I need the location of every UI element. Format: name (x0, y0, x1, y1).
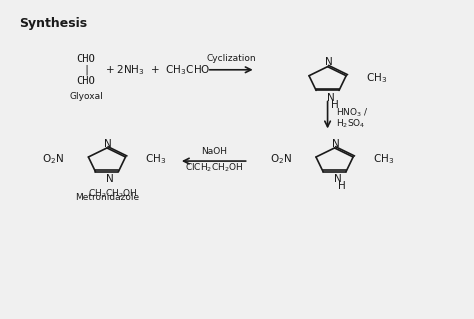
Text: + 2NH$_3$  +  CH$_3$CHO: + 2NH$_3$ + CH$_3$CHO (105, 63, 210, 77)
Text: CH$_2$CH$_2$OH: CH$_2$CH$_2$OH (88, 187, 137, 200)
Text: O$_2$N: O$_2$N (42, 152, 64, 167)
Text: CHO: CHO (77, 76, 95, 86)
Text: CHO: CHO (77, 54, 95, 64)
Text: N: N (325, 57, 332, 67)
Text: |: | (83, 64, 89, 75)
Text: CH$_3$: CH$_3$ (373, 152, 394, 167)
Text: H: H (338, 181, 346, 191)
Text: N: N (332, 138, 339, 149)
Text: H: H (331, 100, 339, 110)
Text: H$_2$SO$_4$: H$_2$SO$_4$ (336, 117, 365, 130)
Text: Synthesis: Synthesis (18, 17, 87, 30)
Text: N: N (334, 174, 341, 184)
Text: O$_2$N: O$_2$N (270, 152, 292, 167)
Text: N: N (106, 174, 114, 184)
Text: N: N (104, 138, 112, 149)
Text: CH$_3$: CH$_3$ (145, 152, 166, 167)
Text: N: N (327, 93, 334, 103)
Text: Metronidazole: Metronidazole (75, 193, 139, 203)
Text: NaOH: NaOH (201, 147, 227, 156)
Text: Cyclization: Cyclization (206, 54, 256, 63)
Text: Glyoxal: Glyoxal (69, 93, 103, 101)
Text: ClCH$_2$CH$_2$OH: ClCH$_2$CH$_2$OH (184, 161, 243, 174)
Text: CH$_3$: CH$_3$ (365, 71, 387, 85)
Text: HNO$_3$ /: HNO$_3$ / (336, 106, 369, 119)
